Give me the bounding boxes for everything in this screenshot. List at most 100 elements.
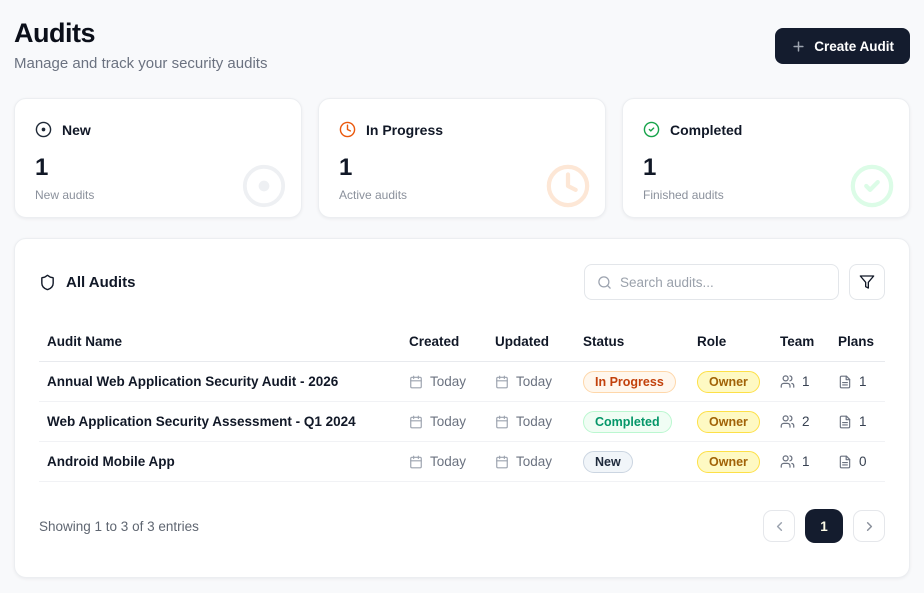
funnel-icon xyxy=(859,274,875,290)
status-cell: In Progress xyxy=(575,370,689,393)
stat-card-new: New 1 New audits xyxy=(14,98,302,218)
users-icon xyxy=(780,454,795,469)
shield-icon xyxy=(39,274,56,291)
next-page-button[interactable] xyxy=(853,510,885,542)
stat-sublabel: Active audits xyxy=(339,188,408,202)
clock-watermark-icon xyxy=(545,163,591,209)
check-circle-watermark-icon xyxy=(849,163,895,209)
circle-dot-watermark-icon xyxy=(241,163,287,209)
check-circle-icon xyxy=(643,121,660,138)
role-cell: Owner xyxy=(689,450,772,473)
circle-dot-icon xyxy=(35,121,52,138)
column-header-status[interactable]: Status xyxy=(583,334,625,349)
status-badge: In Progress xyxy=(583,370,676,393)
file-text-icon xyxy=(838,375,852,389)
table-row[interactable]: Annual Web Application Security Audit - … xyxy=(39,362,885,402)
table-header-row: Audit Name Created Updated Status Role T… xyxy=(39,328,885,362)
plans-cell: 1 xyxy=(830,374,885,389)
created-cell: Today xyxy=(401,414,487,429)
calendar-icon xyxy=(409,375,423,389)
previous-page-button[interactable] xyxy=(763,510,795,542)
table-row[interactable]: Web Application Security Assessment - Q1… xyxy=(39,402,885,442)
file-text-icon xyxy=(838,415,852,429)
calendar-icon xyxy=(495,415,509,429)
team-count: 1 xyxy=(802,454,810,469)
stat-value: 1 xyxy=(339,154,353,181)
stat-label: Completed xyxy=(670,121,743,138)
column-header-team[interactable]: Team xyxy=(780,334,815,349)
calendar-icon xyxy=(495,455,509,469)
created-cell: Today xyxy=(401,454,487,469)
table-tools xyxy=(584,264,885,300)
page-number-button[interactable]: 1 xyxy=(805,509,843,543)
plans-count: 1 xyxy=(859,414,867,429)
all-audits-title: All Audits xyxy=(39,274,135,291)
status-badge: Completed xyxy=(583,410,672,433)
pagination: 1 xyxy=(763,509,885,543)
create-audit-label: Create Audit xyxy=(814,38,894,54)
calendar-icon xyxy=(495,375,509,389)
audits-page: Audits Manage and track your security au… xyxy=(14,18,910,578)
plus-icon xyxy=(791,39,806,54)
updated-date: Today xyxy=(516,374,553,389)
plans-cell: 0 xyxy=(830,454,885,469)
calendar-icon xyxy=(409,415,423,429)
role-badge: Owner xyxy=(697,370,760,393)
plans-cell: 1 xyxy=(830,414,885,429)
stats-row: New 1 New audits In Progress 1 Active au… xyxy=(14,98,910,218)
stat-card-new-header: New xyxy=(35,121,281,138)
column-header-updated[interactable]: Updated xyxy=(495,334,549,349)
updated-cell: Today xyxy=(487,414,575,429)
team-count: 2 xyxy=(802,414,810,429)
file-text-icon xyxy=(838,455,852,469)
chevron-right-icon xyxy=(862,519,877,534)
page-subtitle: Manage and track your security audits xyxy=(14,55,268,72)
plans-count: 0 xyxy=(859,454,867,469)
stat-card-completed-header: Completed xyxy=(643,121,889,138)
audit-name-cell[interactable]: Android Mobile App xyxy=(47,454,175,469)
updated-cell: Today xyxy=(487,374,575,389)
all-audits-title-label: All Audits xyxy=(66,273,136,291)
column-header-role[interactable]: Role xyxy=(697,334,727,349)
team-cell: 1 xyxy=(772,454,830,469)
create-audit-button[interactable]: Create Audit xyxy=(775,28,910,64)
page-header-text: Audits Manage and track your security au… xyxy=(14,18,267,72)
table-row[interactable]: Android Mobile App Today Today New Owner… xyxy=(39,442,885,482)
all-audits-header: All Audits xyxy=(39,264,885,300)
column-header-audit-name[interactable]: Audit Name xyxy=(47,334,123,349)
audit-name-cell[interactable]: Web Application Security Assessment - Q1… xyxy=(47,414,356,429)
column-header-created[interactable]: Created xyxy=(409,334,460,349)
role-cell: Owner xyxy=(689,410,772,433)
stat-card-completed: Completed 1 Finished audits xyxy=(622,98,910,218)
stat-sublabel: New audits xyxy=(35,188,95,202)
stat-value: 1 xyxy=(35,154,49,181)
stat-label: New xyxy=(62,121,91,138)
table-body: Annual Web Application Security Audit - … xyxy=(39,362,885,482)
created-date: Today xyxy=(430,414,467,429)
search-input[interactable] xyxy=(620,274,826,290)
clock-icon xyxy=(339,121,356,138)
status-badge: New xyxy=(583,450,633,473)
stat-card-in-progress-header: In Progress xyxy=(339,121,585,138)
calendar-icon xyxy=(409,455,423,469)
page-title: Audits xyxy=(14,18,96,48)
table-footer: Showing 1 to 3 of 3 entries 1 xyxy=(39,509,885,543)
team-count: 1 xyxy=(802,374,810,389)
column-header-plans[interactable]: Plans xyxy=(838,334,875,349)
stat-card-in-progress: In Progress 1 Active audits xyxy=(318,98,606,218)
users-icon xyxy=(780,414,795,429)
entries-summary: Showing 1 to 3 of 3 entries xyxy=(39,518,199,534)
chevron-left-icon xyxy=(772,519,787,534)
created-date: Today xyxy=(430,454,467,469)
status-cell: New xyxy=(575,450,689,473)
updated-date: Today xyxy=(516,454,553,469)
page-header: Audits Manage and track your security au… xyxy=(14,18,910,72)
audit-name-cell[interactable]: Annual Web Application Security Audit - … xyxy=(47,374,339,389)
role-cell: Owner xyxy=(689,370,772,393)
role-badge: Owner xyxy=(697,410,760,433)
role-badge: Owner xyxy=(697,450,760,473)
stat-label: In Progress xyxy=(366,121,444,138)
search-icon xyxy=(597,275,612,290)
search-box[interactable] xyxy=(584,264,839,300)
filter-button[interactable] xyxy=(849,264,885,300)
